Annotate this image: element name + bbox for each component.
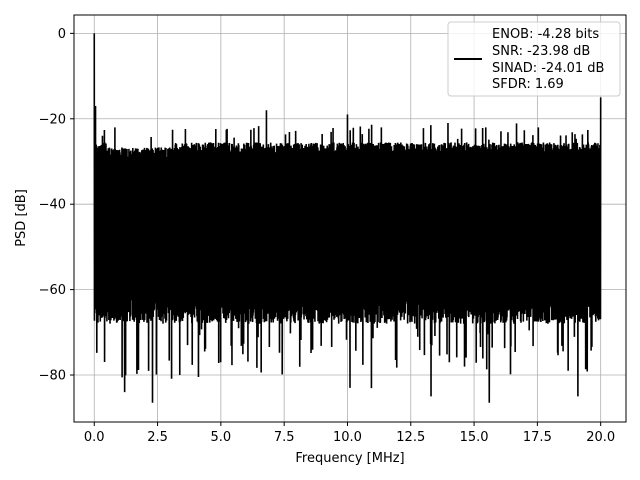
psd-series-line [93,33,602,403]
x-tick-label: 7.5 [274,430,295,445]
x-tick-label: 5.0 [211,430,232,445]
data-layer [93,33,602,403]
y-axis-title: PSD [dB] [14,189,29,247]
x-axis-ticks: 0.0 2.5 5.0 7.5 10.0 12.5 15.0 17.5 20.0 [84,422,615,445]
y-tick-label: −20 [39,112,66,127]
x-tick-label: 12.5 [396,430,425,445]
plot-frame [73,14,627,423]
x-tick-label: 20.0 [586,430,615,445]
y-tick-label: −80 [39,369,66,384]
y-axis-ticks: 0 −20 −40 −60 −80 [39,27,74,384]
x-tick-label: 10.0 [333,430,362,445]
x-tick-label: 0.0 [84,430,105,445]
x-tick-label: 2.5 [147,430,168,445]
y-tick-label: 0 [58,27,66,42]
legend: ENOB: -4.28 bits SNR: -23.98 dB SINAD: -… [447,21,621,97]
legend-entry-sinad: SINAD: -24.01 dB [492,61,604,76]
legend-entry-snr: SNR: -23.98 dB [492,44,590,59]
legend-entry-enob: ENOB: -4.28 bits [492,27,599,42]
y-tick-label: −40 [39,198,66,213]
x-axis-title: Frequency [MHz] [295,451,404,466]
legend-entry-sfdr: SFDR: 1.69 [492,77,564,92]
legend-box [447,21,621,97]
x-tick-label: 15.0 [460,430,489,445]
x-tick-label: 17.5 [523,430,552,445]
y-tick-label: −60 [39,283,66,298]
